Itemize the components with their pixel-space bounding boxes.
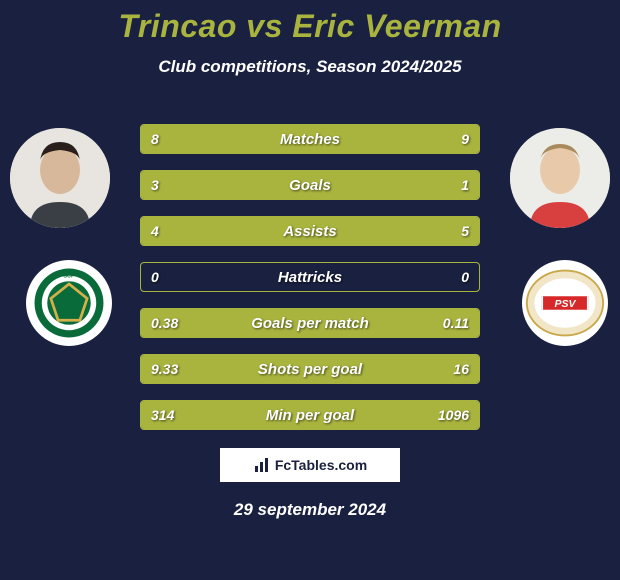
stat-value-left: 8 (141, 125, 169, 153)
player-left-avatar (10, 128, 110, 228)
player-right-avatar (510, 128, 610, 228)
page-title: Trincao vs Eric Veerman (0, 0, 620, 45)
stat-label: Matches (141, 125, 479, 153)
stat-value-right: 16 (443, 355, 479, 383)
stat-value-left: 0.38 (141, 309, 188, 337)
stat-value-right: 0.11 (433, 309, 479, 337)
club-right-badge: PSV (522, 260, 608, 346)
stat-value-left: 3 (141, 171, 169, 199)
stat-label: Hattricks (141, 263, 479, 291)
stat-label: Shots per goal (141, 355, 479, 383)
stat-value-right: 1096 (428, 401, 479, 429)
stat-label: Assists (141, 217, 479, 245)
stat-value-left: 4 (141, 217, 169, 245)
brand-badge: FcTables.com (220, 448, 400, 482)
stat-row: Goals3 1 (140, 170, 480, 200)
stat-row: Assists4 5 (140, 216, 480, 246)
stat-row: Hattricks0 0 (140, 262, 480, 292)
club-badge-icon: PSV (524, 262, 606, 344)
stat-row: Shots per goal9.33 16 (140, 354, 480, 384)
svg-text:SCP: SCP (63, 274, 75, 280)
brand-label: FcTables.com (275, 457, 367, 473)
page-subtitle: Club competitions, Season 2024/2025 (0, 57, 620, 77)
stat-label: Goals (141, 171, 479, 199)
stat-value-left: 9.33 (141, 355, 188, 383)
stat-value-left: 314 (141, 401, 184, 429)
stat-value-right: 5 (451, 217, 479, 245)
stats-bars: Matches8 9 Goals3 1 Assists4 5 Hattricks0 0 Goal… (140, 124, 480, 446)
stat-value-right: 9 (451, 125, 479, 153)
stat-row: Min per goal3141096 (140, 400, 480, 430)
stat-value-right: 1 (451, 171, 479, 199)
stat-label: Goals per match (141, 309, 479, 337)
stat-row: Goals per match0.38 0.11 (140, 308, 480, 338)
stat-row: Matches8 9 (140, 124, 480, 154)
stat-value-right: 0 (451, 263, 479, 291)
chart-icon (253, 456, 271, 474)
person-icon (510, 128, 610, 228)
svg-text:PSV: PSV (555, 299, 577, 310)
date-label: 29 september 2024 (0, 500, 620, 520)
club-badge-icon: SCP (30, 264, 108, 342)
club-left-badge: SCP (26, 260, 112, 346)
stat-value-left: 0 (141, 263, 169, 291)
person-icon (10, 128, 110, 228)
